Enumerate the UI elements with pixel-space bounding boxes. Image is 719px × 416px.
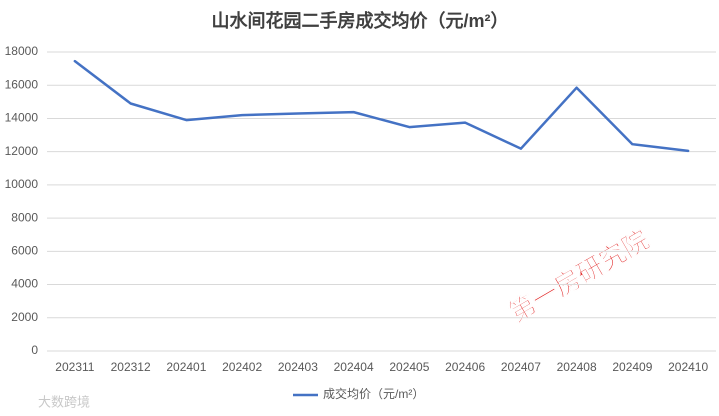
x-tick-label: 202409	[612, 360, 652, 374]
x-tick-label: 202408	[557, 360, 597, 374]
legend-label: 成交均价（元/m²）	[323, 386, 424, 401]
y-tick-label: 10000	[5, 177, 39, 191]
x-tick-label: 202410	[668, 360, 708, 374]
y-tick-label: 16000	[5, 77, 39, 91]
y-tick-label: 18000	[5, 44, 39, 58]
y-tick-label: 8000	[11, 210, 38, 224]
y-tick-label: 4000	[11, 277, 38, 291]
x-tick-label: 202402	[222, 360, 262, 374]
y-tick-label: 6000	[11, 244, 38, 258]
data-line	[73, 59, 690, 153]
y-tick-label: 12000	[5, 144, 39, 158]
x-tick-label: 202406	[445, 360, 485, 374]
source-logo: 大数跨境	[38, 394, 90, 409]
x-tick-label: 202404	[334, 360, 374, 374]
y-tick-label: 2000	[11, 310, 38, 324]
chart-title: 山水间花园二手房成交均价（元/m²）	[212, 10, 509, 31]
x-tick-label: 202311	[55, 360, 94, 374]
x-tick-label: 202405	[389, 360, 429, 374]
x-tick-label: 202407	[501, 360, 541, 374]
y-tick-label: 0	[31, 343, 38, 357]
x-tick-label: 202401	[166, 360, 206, 374]
x-tick-label: 202403	[278, 360, 318, 374]
y-tick-label: 14000	[5, 111, 39, 125]
x-tick-label: 202312	[111, 360, 151, 374]
